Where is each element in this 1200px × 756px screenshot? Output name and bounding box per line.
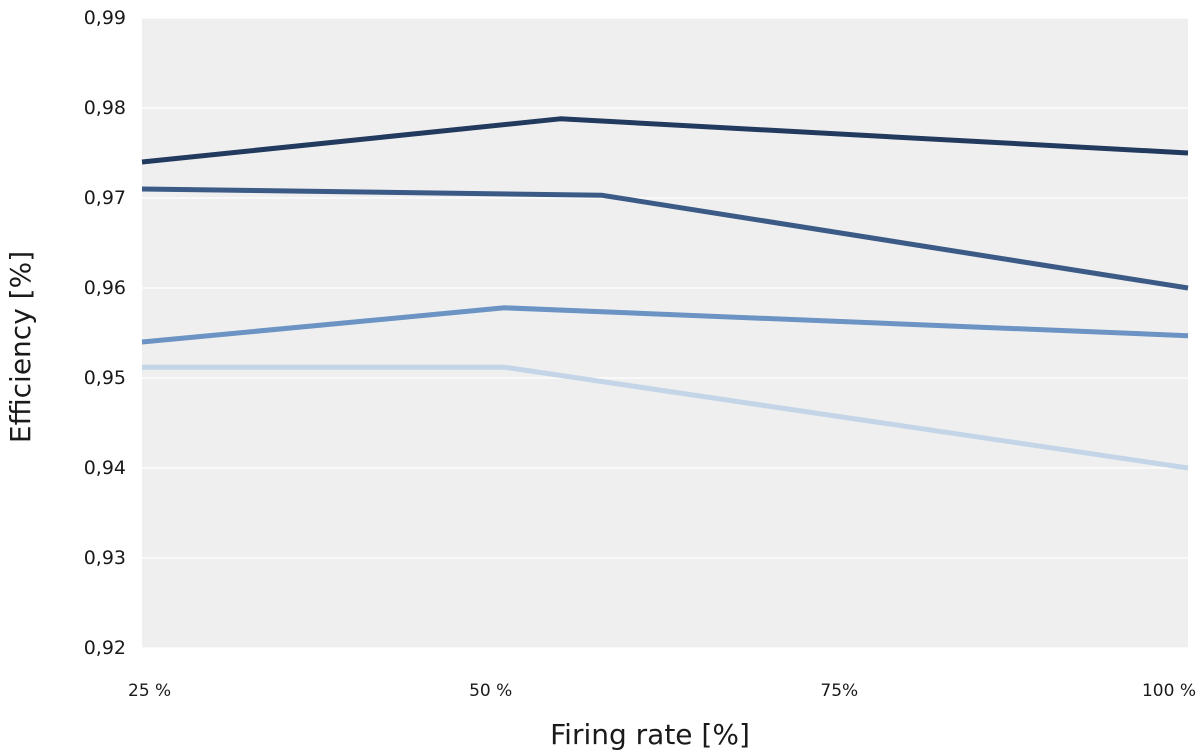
y-tick-label: 0,98: [84, 97, 126, 119]
plot-area: [142, 18, 1188, 648]
y-tick-label: 0,93: [84, 547, 126, 569]
series-line-2: [141, 186, 1189, 291]
x-tick-label: 50 %: [469, 681, 512, 701]
gridlines: [142, 17, 1188, 649]
series-line-4: [142, 364, 1189, 471]
y-tick-label: 0,96: [84, 277, 126, 299]
y-axis-label: Efficiency [%]: [4, 251, 37, 443]
y-tick-label: 0,94: [84, 457, 126, 479]
y-tick-label: 0,95: [84, 367, 126, 389]
y-tick-label: 0,99: [84, 7, 126, 29]
y-axis-ticks: 0,92 0,93 0,94 0,95 0,96 0,97 0,98 0,99: [84, 7, 126, 659]
series-line-3: [141, 305, 1189, 345]
series-line-1: [141, 116, 1189, 165]
y-tick-label: 0,92: [84, 637, 126, 659]
x-tick-label: 100 %: [1142, 681, 1196, 701]
x-tick-label: 75%: [820, 681, 858, 701]
x-axis-ticks: 25 % 50 % 75% 100 %: [128, 681, 1196, 701]
y-tick-label: 0,97: [84, 187, 126, 209]
x-tick-label: 25 %: [128, 681, 171, 701]
series-lines: [141, 116, 1189, 471]
x-axis-label: Firing rate [%]: [550, 718, 750, 751]
